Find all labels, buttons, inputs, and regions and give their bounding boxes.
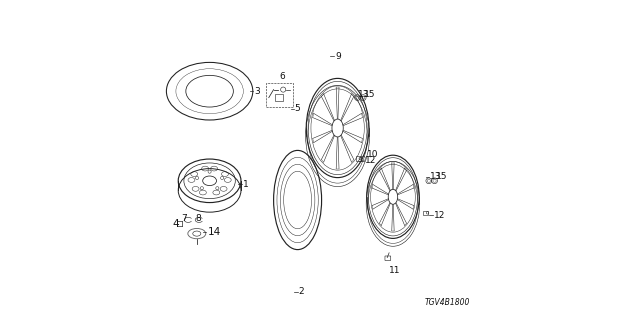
Text: 9: 9: [335, 52, 341, 60]
Text: 15: 15: [436, 172, 447, 181]
Text: 4: 4: [172, 219, 179, 229]
Bar: [266, 83, 293, 107]
Bar: [422, 211, 429, 215]
Text: 10: 10: [367, 150, 379, 159]
Text: 6: 6: [279, 72, 285, 81]
Text: 3: 3: [254, 87, 260, 96]
Text: 13: 13: [430, 172, 441, 181]
Text: 8: 8: [195, 214, 201, 223]
Text: 11: 11: [388, 266, 400, 275]
Text: 12: 12: [365, 156, 376, 165]
Bar: [275, 94, 283, 101]
Text: 1: 1: [243, 180, 248, 188]
Text: 13: 13: [358, 90, 370, 99]
Text: 7: 7: [181, 214, 187, 223]
Text: 14: 14: [207, 227, 221, 237]
Text: 5: 5: [294, 104, 300, 113]
Text: 2: 2: [298, 287, 304, 296]
Text: 15: 15: [364, 90, 376, 99]
Bar: [356, 156, 361, 161]
Text: TGV4B1800: TGV4B1800: [425, 298, 470, 307]
Text: 12: 12: [434, 211, 445, 220]
